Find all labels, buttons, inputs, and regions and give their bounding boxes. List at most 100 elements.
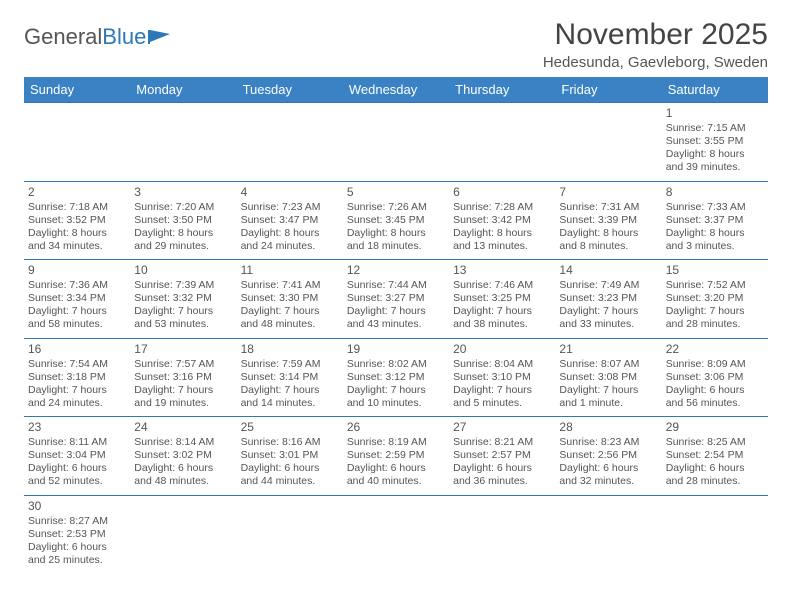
calendar-body: 1Sunrise: 7:15 AMSunset: 3:55 PMDaylight…	[24, 103, 768, 574]
sunset-text: Sunset: 3:45 PM	[347, 214, 445, 227]
daylight-text: and 10 minutes.	[347, 397, 445, 410]
sunset-text: Sunset: 2:53 PM	[28, 528, 126, 541]
daylight-text: and 48 minutes.	[134, 475, 232, 488]
day-number: 3	[134, 185, 232, 200]
calendar-cell: 13Sunrise: 7:46 AMSunset: 3:25 PMDayligh…	[449, 260, 555, 339]
sunrise-text: Sunrise: 8:11 AM	[28, 436, 126, 449]
daylight-text: and 48 minutes.	[241, 318, 339, 331]
calendar-cell: 30Sunrise: 8:27 AMSunset: 2:53 PMDayligh…	[24, 495, 130, 573]
day-number: 11	[241, 263, 339, 278]
day-number: 6	[453, 185, 551, 200]
calendar-week-row: 2Sunrise: 7:18 AMSunset: 3:52 PMDaylight…	[24, 181, 768, 260]
sunrise-text: Sunrise: 8:27 AM	[28, 515, 126, 528]
daylight-text: and 13 minutes.	[453, 240, 551, 253]
calendar-cell: 27Sunrise: 8:21 AMSunset: 2:57 PMDayligh…	[449, 417, 555, 496]
daylight-text: and 56 minutes.	[666, 397, 764, 410]
sunrise-text: Sunrise: 7:20 AM	[134, 201, 232, 214]
calendar-cell: 10Sunrise: 7:39 AMSunset: 3:32 PMDayligh…	[130, 260, 236, 339]
daylight-text: and 29 minutes.	[134, 240, 232, 253]
calendar-cell: 15Sunrise: 7:52 AMSunset: 3:20 PMDayligh…	[662, 260, 768, 339]
sunrise-text: Sunrise: 8:23 AM	[559, 436, 657, 449]
sunset-text: Sunset: 3:10 PM	[453, 371, 551, 384]
calendar-cell: 19Sunrise: 8:02 AMSunset: 3:12 PMDayligh…	[343, 338, 449, 417]
daylight-text: and 33 minutes.	[559, 318, 657, 331]
daylight-text: and 3 minutes.	[666, 240, 764, 253]
daylight-text: Daylight: 7 hours	[559, 384, 657, 397]
daylight-text: and 24 minutes.	[28, 397, 126, 410]
calendar-cell: 11Sunrise: 7:41 AMSunset: 3:30 PMDayligh…	[237, 260, 343, 339]
daylight-text: Daylight: 6 hours	[347, 462, 445, 475]
sunrise-text: Sunrise: 8:19 AM	[347, 436, 445, 449]
weekday-header-row: Sunday Monday Tuesday Wednesday Thursday…	[24, 77, 768, 103]
day-number: 27	[453, 420, 551, 435]
daylight-text: Daylight: 7 hours	[134, 305, 232, 318]
sunrise-text: Sunrise: 7:15 AM	[666, 122, 764, 135]
sunrise-text: Sunrise: 8:04 AM	[453, 358, 551, 371]
calendar-cell: 1Sunrise: 7:15 AMSunset: 3:55 PMDaylight…	[662, 103, 768, 182]
day-number: 1	[666, 106, 764, 121]
calendar-cell: 4Sunrise: 7:23 AMSunset: 3:47 PMDaylight…	[237, 181, 343, 260]
calendar-week-row: 1Sunrise: 7:15 AMSunset: 3:55 PMDaylight…	[24, 103, 768, 182]
daylight-text: and 14 minutes.	[241, 397, 339, 410]
sunrise-text: Sunrise: 7:31 AM	[559, 201, 657, 214]
daylight-text: and 43 minutes.	[347, 318, 445, 331]
logo: GeneralBlue	[24, 24, 174, 50]
calendar-cell	[449, 495, 555, 573]
day-number: 29	[666, 420, 764, 435]
sunrise-text: Sunrise: 8:16 AM	[241, 436, 339, 449]
daylight-text: Daylight: 6 hours	[559, 462, 657, 475]
day-number: 25	[241, 420, 339, 435]
day-number: 5	[347, 185, 445, 200]
daylight-text: and 52 minutes.	[28, 475, 126, 488]
daylight-text: Daylight: 7 hours	[453, 384, 551, 397]
sunrise-text: Sunrise: 7:59 AM	[241, 358, 339, 371]
calendar-cell	[130, 495, 236, 573]
sunset-text: Sunset: 2:54 PM	[666, 449, 764, 462]
calendar-cell: 14Sunrise: 7:49 AMSunset: 3:23 PMDayligh…	[555, 260, 661, 339]
daylight-text: and 1 minute.	[559, 397, 657, 410]
sunrise-text: Sunrise: 7:18 AM	[28, 201, 126, 214]
header: GeneralBlue November 2025 Hedesunda, Gae…	[24, 18, 768, 71]
calendar-cell: 20Sunrise: 8:04 AMSunset: 3:10 PMDayligh…	[449, 338, 555, 417]
daylight-text: Daylight: 7 hours	[559, 305, 657, 318]
sunrise-text: Sunrise: 8:14 AM	[134, 436, 232, 449]
daylight-text: Daylight: 6 hours	[28, 541, 126, 554]
calendar-cell: 7Sunrise: 7:31 AMSunset: 3:39 PMDaylight…	[555, 181, 661, 260]
sunset-text: Sunset: 3:32 PM	[134, 292, 232, 305]
daylight-text: Daylight: 7 hours	[28, 384, 126, 397]
calendar-week-row: 9Sunrise: 7:36 AMSunset: 3:34 PMDaylight…	[24, 260, 768, 339]
logo-text-1: General	[24, 24, 102, 50]
sunrise-text: Sunrise: 8:02 AM	[347, 358, 445, 371]
sunset-text: Sunset: 3:12 PM	[347, 371, 445, 384]
daylight-text: Daylight: 8 hours	[666, 148, 764, 161]
calendar-cell	[449, 103, 555, 182]
calendar-cell: 22Sunrise: 8:09 AMSunset: 3:06 PMDayligh…	[662, 338, 768, 417]
daylight-text: Daylight: 6 hours	[134, 462, 232, 475]
sunrise-text: Sunrise: 7:44 AM	[347, 279, 445, 292]
calendar-cell: 6Sunrise: 7:28 AMSunset: 3:42 PMDaylight…	[449, 181, 555, 260]
calendar-cell	[555, 495, 661, 573]
sunrise-text: Sunrise: 7:46 AM	[453, 279, 551, 292]
sunset-text: Sunset: 3:02 PM	[134, 449, 232, 462]
daylight-text: Daylight: 8 hours	[28, 227, 126, 240]
daylight-text: and 32 minutes.	[559, 475, 657, 488]
sunset-text: Sunset: 3:27 PM	[347, 292, 445, 305]
sunset-text: Sunset: 3:37 PM	[666, 214, 764, 227]
sunset-text: Sunset: 3:06 PM	[666, 371, 764, 384]
weekday-header: Friday	[555, 77, 661, 103]
day-number: 22	[666, 342, 764, 357]
sunset-text: Sunset: 2:57 PM	[453, 449, 551, 462]
calendar-week-row: 30Sunrise: 8:27 AMSunset: 2:53 PMDayligh…	[24, 495, 768, 573]
page-title: November 2025	[543, 18, 768, 52]
daylight-text: Daylight: 6 hours	[28, 462, 126, 475]
calendar-cell	[237, 495, 343, 573]
day-number: 28	[559, 420, 657, 435]
calendar-cell	[237, 103, 343, 182]
daylight-text: Daylight: 8 hours	[347, 227, 445, 240]
day-number: 7	[559, 185, 657, 200]
day-number: 13	[453, 263, 551, 278]
sunrise-text: Sunrise: 7:33 AM	[666, 201, 764, 214]
daylight-text: and 44 minutes.	[241, 475, 339, 488]
daylight-text: Daylight: 7 hours	[241, 384, 339, 397]
sunrise-text: Sunrise: 7:28 AM	[453, 201, 551, 214]
